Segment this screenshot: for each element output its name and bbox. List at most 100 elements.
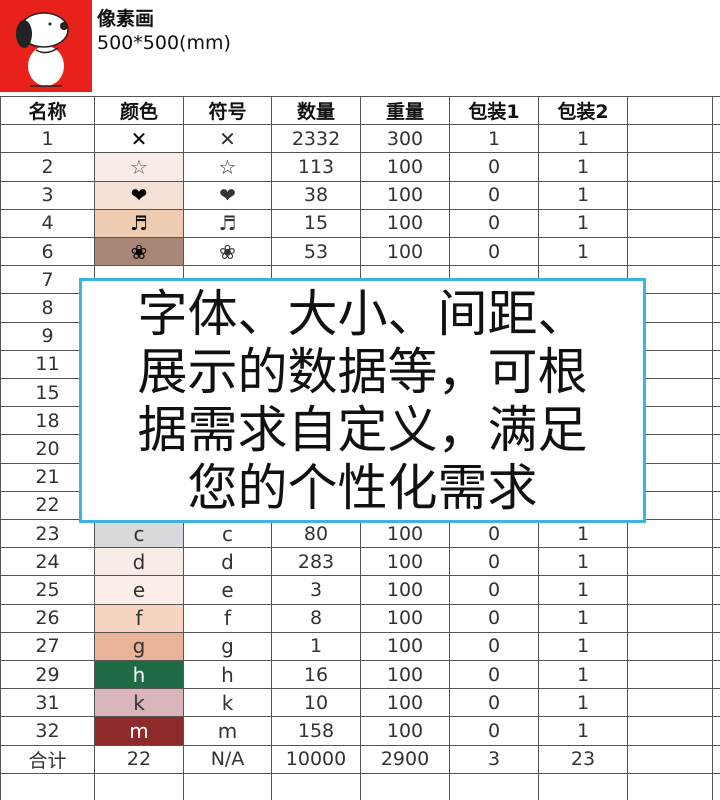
cell: k bbox=[95, 689, 183, 717]
cell: 1 bbox=[576, 240, 590, 263]
cell: 26 bbox=[35, 607, 60, 630]
cell: 100 bbox=[386, 522, 424, 545]
cell: 10000 bbox=[285, 748, 347, 771]
cell: 100 bbox=[386, 184, 424, 207]
cell: 8 bbox=[41, 296, 54, 319]
cell: ✕ bbox=[95, 125, 183, 153]
cell: 100 bbox=[386, 578, 424, 601]
cell: 20 bbox=[35, 437, 60, 460]
cell: 22 bbox=[126, 748, 152, 771]
cell: m bbox=[217, 718, 238, 743]
cell: 32 bbox=[35, 719, 60, 742]
cell: 158 bbox=[297, 719, 335, 742]
cell: 22 bbox=[35, 494, 60, 517]
cell: ❤ bbox=[95, 181, 183, 209]
overlay-line: 字体、大小、间距、 bbox=[137, 284, 588, 343]
cell: 1 bbox=[576, 155, 590, 178]
cell: ❀ bbox=[219, 239, 236, 264]
cell: f bbox=[223, 606, 232, 631]
cell: 2332 bbox=[291, 127, 341, 150]
cell: 数量 bbox=[296, 101, 335, 124]
cell: 24 bbox=[35, 550, 60, 573]
size: 500*500(mm) bbox=[97, 32, 231, 54]
cell: 23 bbox=[570, 748, 596, 771]
logo bbox=[0, 0, 92, 92]
cell: 0 bbox=[487, 550, 501, 573]
cell: 23 bbox=[35, 522, 60, 545]
cell: 1 bbox=[576, 212, 590, 235]
cell: 1 bbox=[487, 127, 501, 150]
cell: d bbox=[221, 549, 234, 574]
cell: 1 bbox=[576, 184, 590, 207]
cell: 合计 bbox=[28, 749, 67, 772]
cell: f bbox=[95, 604, 183, 632]
cell: ❤ bbox=[219, 183, 236, 208]
cell: 0 bbox=[487, 184, 501, 207]
cell: 300 bbox=[386, 127, 424, 150]
cell: 1 bbox=[576, 607, 590, 630]
cell: ♬ bbox=[95, 209, 183, 237]
cell: m bbox=[95, 717, 183, 745]
cell: 100 bbox=[386, 550, 424, 573]
cell: k bbox=[221, 690, 234, 715]
cell: 100 bbox=[386, 719, 424, 742]
cell: 2 bbox=[41, 155, 54, 178]
cell: 10 bbox=[303, 691, 329, 714]
cell: ☆ bbox=[218, 154, 237, 179]
cell: N/A bbox=[210, 748, 245, 771]
cell: 包装2 bbox=[557, 101, 609, 124]
cell: 100 bbox=[386, 240, 424, 263]
cell: 0 bbox=[487, 155, 501, 178]
cell: 0 bbox=[487, 578, 501, 601]
cell: 符号 bbox=[208, 101, 247, 124]
cell: 0 bbox=[487, 607, 501, 630]
cell: c bbox=[95, 520, 183, 548]
cell: 0 bbox=[487, 240, 501, 263]
cell: c bbox=[222, 521, 233, 546]
cell: 53 bbox=[303, 240, 329, 263]
cell: 31 bbox=[35, 691, 60, 714]
cell: ❀ bbox=[95, 238, 183, 266]
cell: 18 bbox=[35, 409, 60, 432]
title: 像素画 bbox=[97, 8, 155, 30]
cell: 283 bbox=[297, 550, 335, 573]
cell: 0 bbox=[487, 663, 501, 686]
overlay-box: 字体、大小、间距、 展示的数据等，可根 据需求自定义，满足 您的个性化需求 bbox=[79, 278, 646, 523]
cell: 0 bbox=[487, 212, 501, 235]
overlay-line: 据需求自定义，满足 bbox=[137, 400, 588, 459]
cell: 15 bbox=[35, 381, 60, 404]
cell: 16 bbox=[303, 663, 329, 686]
col-line bbox=[712, 96, 713, 800]
cell: 1 bbox=[309, 635, 323, 658]
cell: 3 bbox=[309, 578, 323, 601]
cell: 1 bbox=[576, 522, 590, 545]
cell: d bbox=[95, 548, 183, 576]
cell: 100 bbox=[386, 691, 424, 714]
cell: ☆ bbox=[95, 153, 183, 181]
overlay-line: 您的个性化需求 bbox=[187, 458, 538, 517]
cell: 7 bbox=[41, 268, 54, 291]
cell: g bbox=[221, 634, 234, 659]
cell: 3 bbox=[487, 748, 501, 771]
cell: 名称 bbox=[28, 101, 67, 124]
cell: 6 bbox=[41, 240, 54, 263]
cell: 8 bbox=[309, 607, 323, 630]
cell: ♬ bbox=[218, 211, 237, 236]
cell: 100 bbox=[386, 635, 424, 658]
cell: 1 bbox=[41, 127, 54, 150]
cell: 颜色 bbox=[119, 101, 158, 124]
cell: 21 bbox=[35, 466, 60, 489]
cell: 1 bbox=[576, 635, 590, 658]
cell: 100 bbox=[386, 212, 424, 235]
cell: 包装1 bbox=[468, 101, 520, 124]
cell: 25 bbox=[35, 578, 60, 601]
cell: 80 bbox=[303, 522, 329, 545]
cell: 38 bbox=[303, 184, 329, 207]
cell: 1 bbox=[576, 550, 590, 573]
cell: e bbox=[221, 577, 234, 602]
cell: 0 bbox=[487, 719, 501, 742]
cell: 100 bbox=[386, 663, 424, 686]
overlay-line: 展示的数据等，可根 bbox=[137, 342, 588, 401]
cell: 9 bbox=[41, 325, 54, 348]
cell: 4 bbox=[41, 212, 54, 235]
